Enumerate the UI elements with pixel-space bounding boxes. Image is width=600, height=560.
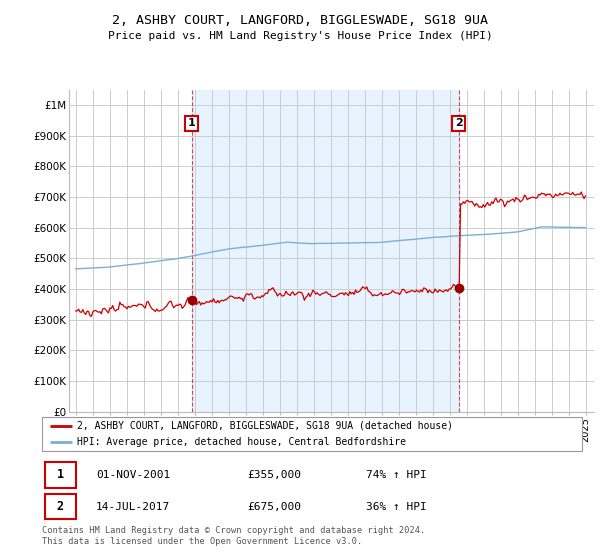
Text: Contains HM Land Registry data © Crown copyright and database right 2024.
This d: Contains HM Land Registry data © Crown c…	[42, 526, 425, 546]
Text: 1: 1	[188, 118, 196, 128]
Text: 01-NOV-2001: 01-NOV-2001	[96, 470, 170, 479]
Text: HPI: Average price, detached house, Central Bedfordshire: HPI: Average price, detached house, Cent…	[77, 437, 406, 447]
Text: 1: 1	[57, 468, 64, 481]
FancyBboxPatch shape	[45, 493, 76, 520]
Text: 14-JUL-2017: 14-JUL-2017	[96, 502, 170, 511]
Bar	[192, 90, 458, 412]
Text: £355,000: £355,000	[247, 470, 301, 479]
Text: 2: 2	[455, 118, 463, 128]
FancyBboxPatch shape	[42, 417, 582, 451]
Text: Price paid vs. HM Land Registry's House Price Index (HPI): Price paid vs. HM Land Registry's House …	[107, 31, 493, 41]
Text: 36% ↑ HPI: 36% ↑ HPI	[366, 502, 427, 511]
FancyBboxPatch shape	[45, 461, 76, 488]
Text: 2: 2	[57, 500, 64, 513]
Text: £675,000: £675,000	[247, 502, 301, 511]
Text: 2, ASHBY COURT, LANGFORD, BIGGLESWADE, SG18 9UA (detached house): 2, ASHBY COURT, LANGFORD, BIGGLESWADE, S…	[77, 421, 453, 431]
Text: 74% ↑ HPI: 74% ↑ HPI	[366, 470, 427, 479]
Text: 2, ASHBY COURT, LANGFORD, BIGGLESWADE, SG18 9UA: 2, ASHBY COURT, LANGFORD, BIGGLESWADE, S…	[112, 14, 488, 27]
